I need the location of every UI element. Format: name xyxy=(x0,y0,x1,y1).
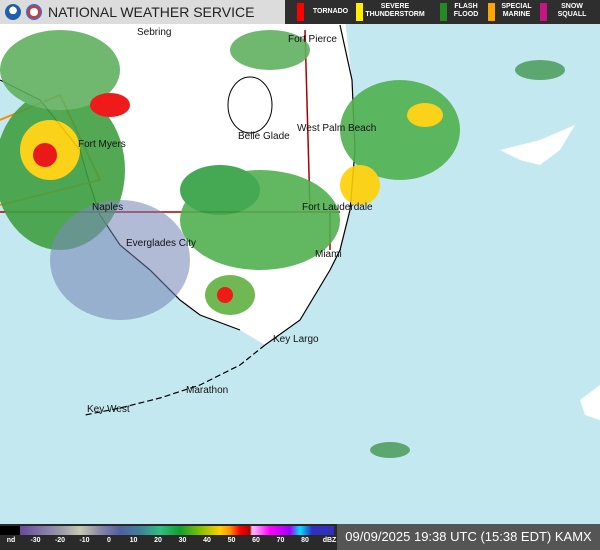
header: NATIONAL WEATHER SERVICE TORNADO SEVERE … xyxy=(0,0,600,24)
scale-tick-label: -10 xyxy=(79,537,90,544)
color-bar xyxy=(0,526,334,535)
snow-squall-swatch xyxy=(540,3,547,21)
radar-echoes xyxy=(0,30,565,458)
special-marine-swatch xyxy=(488,3,495,21)
scale-tick-label: 40 xyxy=(203,537,211,544)
scale-tick-label: -20 xyxy=(54,537,66,544)
city-label: Marathon xyxy=(186,385,229,396)
city-label: Everglades City xyxy=(126,238,197,249)
scale-tick-label: 30 xyxy=(178,537,187,544)
scale-tick-label: dBZ xyxy=(322,537,337,544)
dbz-color-scale: nd -30 -20 -10 0 10 20 30 40 50 60 70 80 dBZ xyxy=(0,524,337,550)
city-label: Key West xyxy=(87,404,130,415)
scale-tick-label: 0 xyxy=(107,537,111,544)
scale-tick-label: 80 xyxy=(301,537,309,544)
warning-legend: TORNADO SEVERE THUNDERSTORM FLASH FLOOD … xyxy=(285,0,600,24)
city-label: Naples xyxy=(92,202,124,213)
city-label: Miami xyxy=(315,249,342,260)
warning-label: SEVERE THUNDERSTORM xyxy=(365,3,425,18)
scale-tick-label: 60 xyxy=(252,537,260,544)
flash-flood-swatch xyxy=(440,3,447,21)
severe-thunderstorm-swatch xyxy=(356,3,363,21)
city-label: Fort Myers xyxy=(78,139,126,150)
scale-tick-label: nd xyxy=(6,537,16,544)
radar-map[interactable] xyxy=(0,0,600,524)
city-label: Key Largo xyxy=(273,334,319,345)
scale-tick-label: 20 xyxy=(154,537,162,544)
city-label: Sebring xyxy=(137,27,172,38)
scale-tick-label: 10 xyxy=(129,537,138,544)
scale-tick-label: 70 xyxy=(276,537,285,544)
nws-logo-icon xyxy=(26,4,42,20)
city-label: Fort Pierce xyxy=(288,34,337,45)
scale-tick-label: -30 xyxy=(30,537,41,544)
city-label: Fort Lauderdale xyxy=(302,202,373,213)
warning-label: FLASH FLOOD xyxy=(453,3,479,18)
city-label: Belle Glade xyxy=(238,131,290,142)
florida-keys xyxy=(84,344,266,416)
footer: nd -30 -20 -10 0 10 20 30 40 50 60 70 80 dBZ 09/09/20… xyxy=(0,524,600,550)
noaa-logo-icon xyxy=(5,4,21,20)
city-label: West Palm Beach xyxy=(297,123,377,134)
warning-label: TORNADO xyxy=(312,8,349,15)
warning-label: SPECIAL MARINE xyxy=(501,3,532,18)
tornado-swatch xyxy=(297,3,304,21)
scale-tick-label: 50 xyxy=(227,537,236,544)
page-title: NATIONAL WEATHER SERVICE xyxy=(48,4,255,20)
timestamp: 09/09/2025 19:38 UTC (15:38 EDT) KAMX xyxy=(337,524,600,550)
warning-label: SNOW SQUALL xyxy=(557,3,587,18)
